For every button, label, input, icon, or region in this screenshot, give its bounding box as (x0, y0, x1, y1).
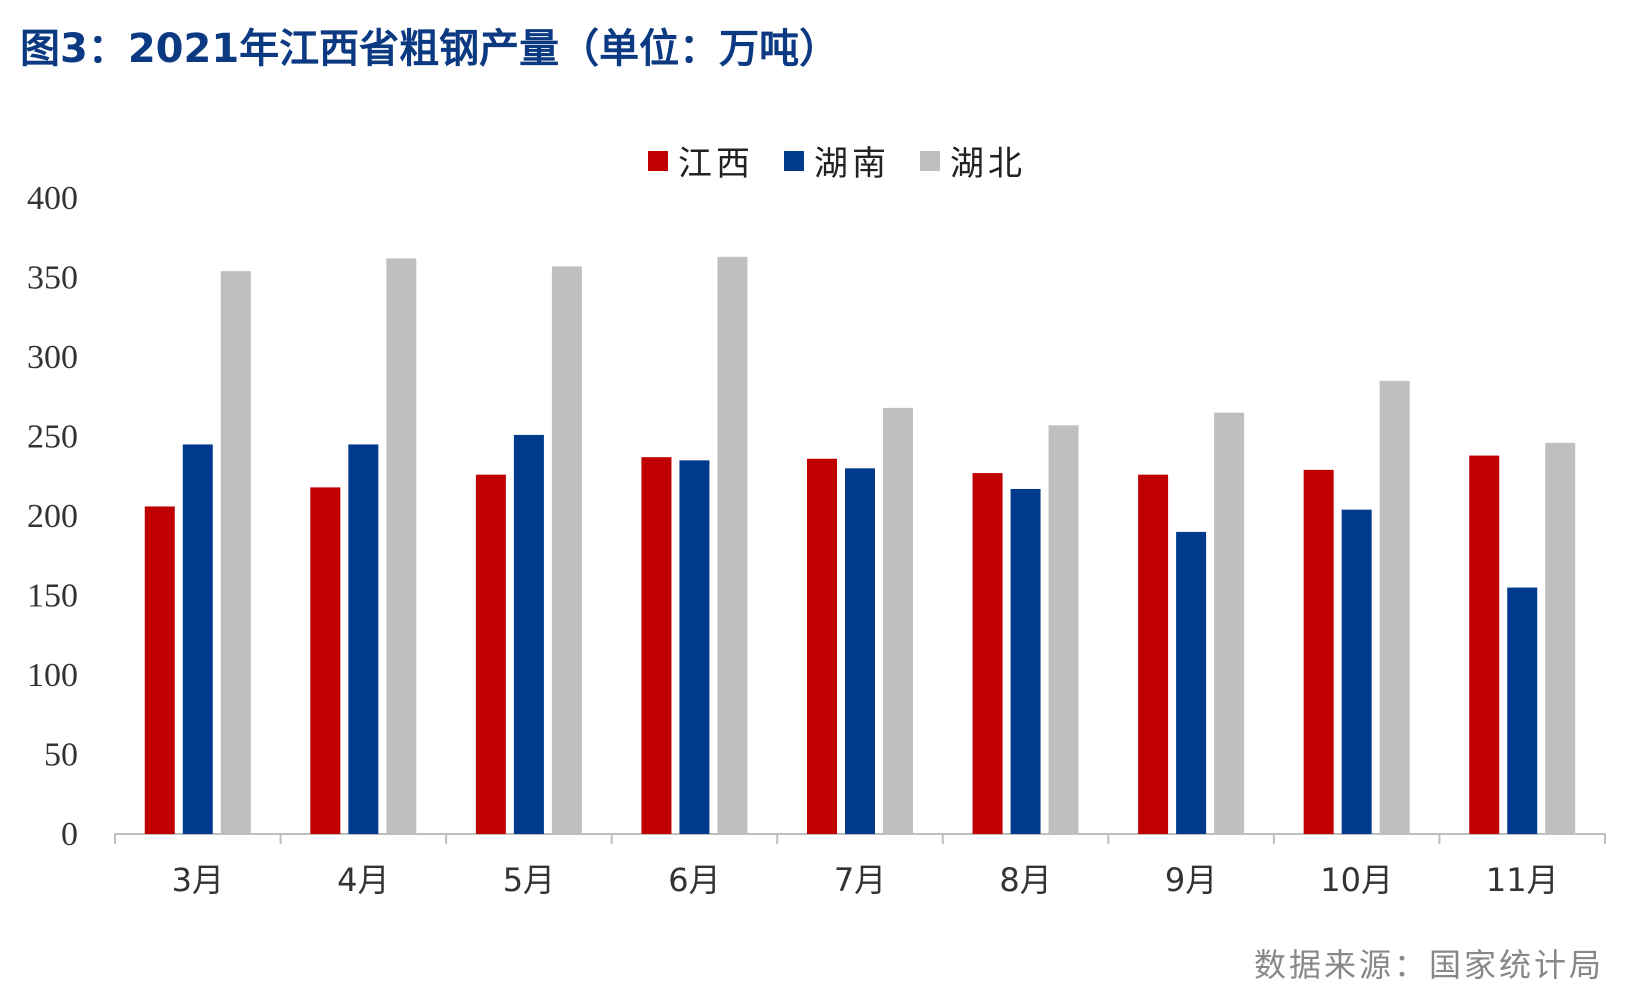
bar-jiangxi (972, 473, 1003, 834)
chart-title: 图3：2021年江西省粗钢产量（单位：万吨） (20, 26, 840, 72)
legend-label-hunan: 湖南 (814, 144, 890, 184)
bar-hunan (348, 444, 379, 834)
y-tick-label: 300 (27, 339, 78, 376)
bar-hunan (1176, 531, 1207, 834)
bar-jiangxi (475, 474, 506, 834)
x-category-label: 9月 (1165, 861, 1217, 899)
bar-hubei (1048, 425, 1079, 834)
y-tick-label: 150 (27, 578, 78, 615)
bar-jiangxi (1469, 455, 1500, 834)
bar-hubei (883, 407, 913, 834)
y-tick-label: 200 (27, 498, 78, 535)
y-tick-label: 400 (27, 180, 78, 217)
legend-item-hubei: 湖北 (920, 136, 1026, 185)
bar-jiangxi (807, 458, 837, 834)
y-tick-label: 350 (27, 260, 78, 297)
bar-hubei (1545, 442, 1576, 834)
bar-jiangxi (1303, 469, 1334, 834)
bar-jiangxi (641, 457, 672, 834)
y-tick-label: 0 (61, 816, 78, 853)
bar-hubei (220, 271, 251, 834)
bar-hubei (1214, 412, 1245, 834)
bar-jiangxi (144, 506, 175, 834)
legend-swatch-hunan (784, 150, 804, 171)
x-category-label: 4月 (337, 861, 389, 899)
bar-hunan (1507, 587, 1538, 834)
x-category-label: 10月 (1320, 861, 1393, 899)
bar-hubei (1379, 380, 1410, 834)
bar-hunan (1010, 488, 1041, 834)
y-tick-label: 250 (27, 419, 78, 456)
bar-hunan (182, 444, 213, 834)
chart-legend: 江西 湖南 湖北 (648, 136, 1056, 185)
legend-swatch-jiangxi (648, 150, 668, 171)
bar-hunan (513, 434, 544, 834)
x-category-label: 3月 (172, 861, 224, 899)
legend-item-jiangxi: 江西 (648, 136, 754, 185)
x-category-label: 7月 (834, 861, 886, 899)
x-category-label: 5月 (503, 861, 555, 899)
bar-hubei (717, 256, 748, 835)
x-category-label: 11月 (1486, 861, 1559, 899)
bar-hunan (679, 460, 710, 834)
x-category-label: 6月 (668, 861, 720, 899)
bar-hubei (386, 258, 417, 834)
bar-jiangxi (1138, 474, 1169, 834)
bar-hunan (845, 468, 875, 834)
legend-label-jiangxi: 江西 (678, 144, 754, 184)
bar-jiangxi (310, 487, 341, 834)
x-category-label: 8月 (999, 861, 1051, 899)
bar-hubei (551, 266, 582, 834)
legend-item-hunan: 湖南 (784, 136, 890, 185)
legend-label-hubei: 湖北 (950, 144, 1026, 184)
y-tick-label: 100 (27, 657, 78, 694)
bar-hunan (1341, 509, 1372, 834)
data-source-note: 数据来源：国家统计局 (1253, 946, 1604, 984)
legend-swatch-hubei (920, 150, 940, 171)
y-tick-label: 50 (44, 737, 78, 774)
